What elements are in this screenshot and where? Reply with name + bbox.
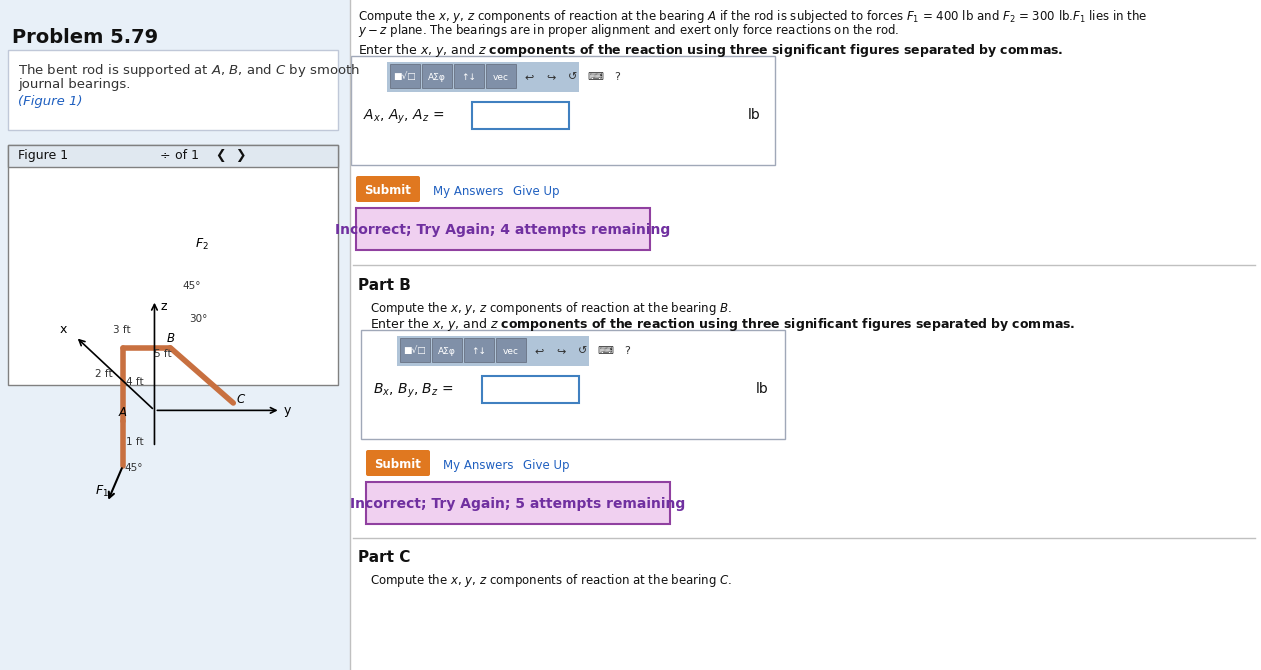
FancyBboxPatch shape — [485, 64, 516, 88]
Text: My Answers: My Answers — [433, 184, 503, 198]
Text: 5 ft: 5 ft — [155, 349, 171, 359]
Text: $A$: $A$ — [119, 406, 129, 419]
Text: ↺: ↺ — [569, 72, 578, 82]
Text: 3 ft: 3 ft — [113, 325, 131, 335]
Text: $y-z$ plane. The bearings are in proper alignment and exert only force reactions: $y-z$ plane. The bearings are in proper … — [358, 22, 899, 39]
Text: ↑↓: ↑↓ — [472, 346, 487, 356]
Text: $B$: $B$ — [165, 332, 175, 345]
Text: ↺: ↺ — [579, 346, 588, 356]
Text: Incorrect; Try Again; 5 attempts remaining: Incorrect; Try Again; 5 attempts remaini… — [351, 497, 686, 511]
FancyBboxPatch shape — [390, 64, 420, 88]
FancyBboxPatch shape — [8, 145, 338, 385]
Text: $C$: $C$ — [237, 393, 247, 406]
FancyBboxPatch shape — [387, 62, 579, 92]
FancyBboxPatch shape — [366, 450, 430, 476]
Text: x: x — [61, 323, 67, 336]
Text: ⌨: ⌨ — [596, 346, 613, 356]
Text: journal bearings.: journal bearings. — [18, 78, 130, 91]
Text: ΑΣφ: ΑΣφ — [438, 346, 456, 356]
FancyBboxPatch shape — [351, 56, 776, 165]
Text: ■√□: ■√□ — [393, 72, 416, 82]
Text: ↑↓: ↑↓ — [462, 72, 477, 82]
FancyBboxPatch shape — [464, 338, 494, 362]
Text: 1 ft: 1 ft — [126, 438, 144, 448]
Text: ?: ? — [624, 346, 630, 356]
Text: ↪: ↪ — [546, 72, 556, 82]
Text: 2 ft: 2 ft — [95, 369, 112, 379]
FancyBboxPatch shape — [496, 338, 526, 362]
FancyBboxPatch shape — [433, 338, 462, 362]
Text: Submit: Submit — [375, 458, 421, 472]
FancyBboxPatch shape — [366, 482, 670, 524]
FancyBboxPatch shape — [397, 336, 589, 366]
Text: The bent rod is supported at $A$, $B$, and $C$ by smooth: The bent rod is supported at $A$, $B$, a… — [18, 62, 361, 79]
Text: ❯: ❯ — [235, 149, 246, 162]
Text: 4 ft: 4 ft — [126, 377, 144, 387]
FancyBboxPatch shape — [472, 102, 569, 129]
Text: Give Up: Give Up — [523, 458, 570, 472]
FancyBboxPatch shape — [8, 145, 338, 167]
Text: z: z — [161, 300, 168, 313]
Text: (Figure 1): (Figure 1) — [18, 95, 82, 108]
Text: lb: lb — [757, 382, 769, 396]
Text: ÷: ÷ — [160, 149, 170, 162]
Text: Give Up: Give Up — [513, 184, 560, 198]
Text: ΑΣφ: ΑΣφ — [427, 72, 446, 82]
Text: 45°: 45° — [125, 463, 142, 473]
Text: ↪: ↪ — [556, 346, 566, 356]
Text: ■√□: ■√□ — [404, 346, 426, 356]
Text: My Answers: My Answers — [443, 458, 513, 472]
Text: 45°: 45° — [183, 281, 202, 291]
Text: Enter the $x$, $y$, and $z$ $\mathbf{components\ of\ the\ reaction\ using\ three: Enter the $x$, $y$, and $z$ $\mathbf{com… — [369, 316, 1076, 333]
Text: ❮: ❮ — [214, 149, 226, 162]
Text: y: y — [284, 404, 291, 417]
Text: lb: lb — [748, 108, 760, 122]
FancyBboxPatch shape — [454, 64, 484, 88]
Text: Part B: Part B — [358, 278, 411, 293]
Text: vec: vec — [503, 346, 520, 356]
Text: Compute the $x$, $y$, $z$ components of reaction at the bearing $A$ if the rod i: Compute the $x$, $y$, $z$ components of … — [358, 8, 1148, 25]
Text: Part C: Part C — [358, 550, 410, 565]
Text: Incorrect; Try Again; 4 attempts remaining: Incorrect; Try Again; 4 attempts remaini… — [335, 223, 671, 237]
Text: Compute the $x$, $y$, $z$ components of reaction at the bearing $C$.: Compute the $x$, $y$, $z$ components of … — [369, 572, 733, 589]
Text: Compute the $x$, $y$, $z$ components of reaction at the bearing $B$.: Compute the $x$, $y$, $z$ components of … — [369, 300, 733, 317]
Text: Enter the $x$, $y$, and $z$ $\mathbf{components\ of\ the\ reaction\ using\ three: Enter the $x$, $y$, and $z$ $\mathbf{com… — [358, 42, 1063, 59]
FancyBboxPatch shape — [356, 208, 649, 250]
Text: vec: vec — [493, 72, 509, 82]
FancyBboxPatch shape — [422, 64, 451, 88]
Text: $A_x$, $A_y$, $A_z$ =: $A_x$, $A_y$, $A_z$ = — [363, 108, 444, 127]
Text: Problem 5.79: Problem 5.79 — [13, 28, 158, 47]
Text: $F_2$: $F_2$ — [195, 237, 209, 253]
Text: $F_1$: $F_1$ — [95, 484, 108, 499]
FancyBboxPatch shape — [351, 0, 1261, 670]
Text: ↩: ↩ — [535, 346, 543, 356]
FancyBboxPatch shape — [0, 0, 351, 670]
FancyBboxPatch shape — [356, 176, 420, 202]
Text: 30°: 30° — [189, 314, 208, 324]
Text: Submit: Submit — [364, 184, 411, 198]
FancyBboxPatch shape — [400, 338, 430, 362]
Text: $B_x$, $B_y$, $B_z$ =: $B_x$, $B_y$, $B_z$ = — [373, 382, 454, 400]
Text: of 1: of 1 — [175, 149, 199, 162]
FancyBboxPatch shape — [482, 376, 579, 403]
FancyBboxPatch shape — [361, 330, 786, 439]
FancyBboxPatch shape — [8, 50, 338, 130]
Text: ↩: ↩ — [525, 72, 533, 82]
Text: Figure 1: Figure 1 — [18, 149, 68, 162]
Text: ?: ? — [614, 72, 620, 82]
Text: ⌨: ⌨ — [588, 72, 603, 82]
